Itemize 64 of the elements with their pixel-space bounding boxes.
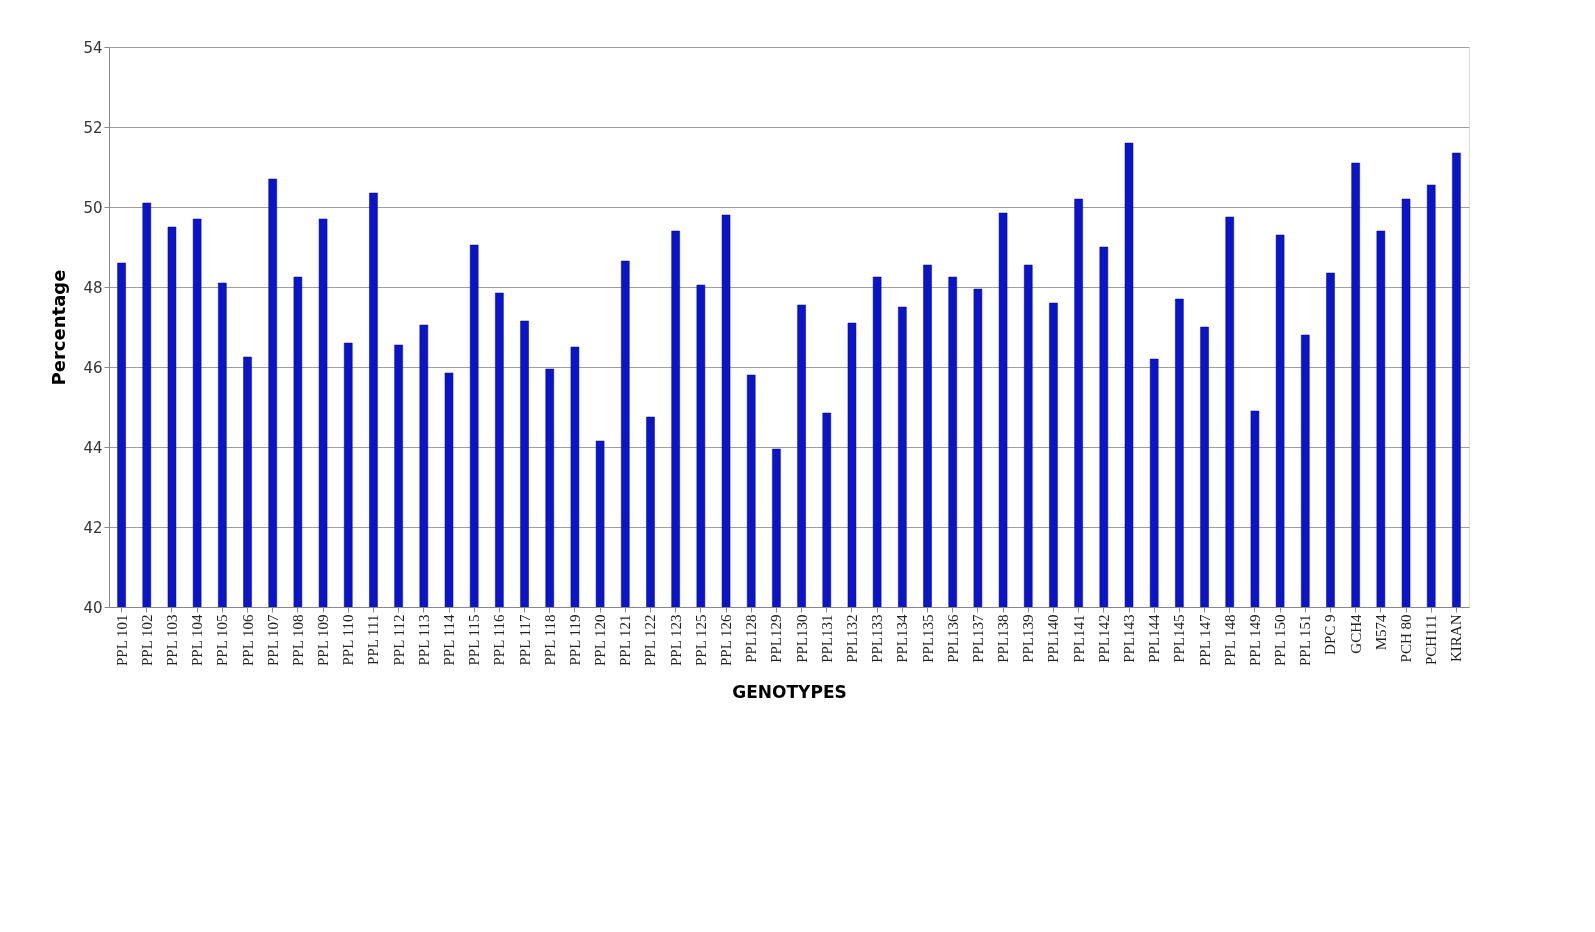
x-tick-label: PPL 148: [1221, 614, 1238, 667]
x-tick-label: PPL 126: [718, 614, 735, 667]
x-tick-label: PPL 125: [692, 614, 709, 667]
x-tick-label: PPL142: [1095, 614, 1112, 663]
x-tick-label: PPL 121: [617, 614, 634, 667]
x-tick-label: M574: [1372, 614, 1389, 651]
x-tick-label: PPL128: [743, 614, 760, 663]
x-tick-label: PPL 101: [113, 614, 130, 667]
x-tick-label: DPC 9: [1322, 614, 1339, 655]
x-tick-label: PPL 106: [239, 614, 256, 667]
x-tick-label: PPL132: [843, 614, 860, 663]
y-tick-label: 54: [83, 38, 103, 57]
x-tick-label: PPL 112: [390, 614, 407, 666]
x-tick-label: PPL 123: [667, 614, 684, 667]
x-tick-label: PPL 111: [365, 614, 382, 665]
x-tick-label: PPL 116: [491, 614, 508, 666]
x-tick-label: PPL 102: [138, 614, 155, 667]
x-tick-label: PCH111: [1423, 614, 1440, 666]
x-tick-label: PPL 119: [566, 614, 583, 666]
x-tick-label: PPL141: [1070, 614, 1087, 663]
x-tick-label: PPL131: [818, 614, 835, 663]
x-tick-label: PPL145: [1171, 614, 1188, 663]
x-tick-label: PPL130: [793, 614, 810, 663]
x-tick-label: PPL 117: [516, 614, 533, 666]
x-tick-label: PPL 147: [1196, 614, 1213, 667]
x-tick-label: PPL137: [969, 614, 986, 663]
x-tick-label: PPL129: [768, 614, 785, 663]
x-tick-label: PPL136: [944, 614, 961, 663]
x-tick-label: PPL 122: [642, 614, 659, 667]
x-tick-label: PPL 103: [163, 614, 180, 667]
x-tick-label: PPL 104: [189, 614, 206, 667]
x-tick-label: KIRAN: [1448, 614, 1465, 662]
y-tick-label: 40: [83, 598, 103, 617]
y-tick-label: 44: [83, 438, 103, 457]
y-tick-label: 42: [83, 518, 103, 537]
y-axis-title: Percentage: [48, 269, 70, 386]
x-tick-label: PPL 115: [466, 614, 483, 666]
x-tick-label: PPL139: [1020, 614, 1037, 663]
x-tick-label: PPL 150: [1272, 614, 1289, 667]
x-tick-label: PPL144: [1146, 614, 1163, 663]
x-tick-label: PPL143: [1121, 614, 1137, 663]
x-tick-label: PPL 114: [441, 614, 457, 666]
y-tick-label: 50: [83, 198, 103, 217]
x-tick-label: PPL135: [919, 614, 936, 663]
x-tick-label: PPL 113: [415, 614, 432, 666]
x-tick-label: PPL 118: [541, 614, 558, 666]
x-tick-label: PPL 149: [1246, 614, 1263, 667]
x-axis-title: GENOTYPES: [732, 681, 847, 702]
x-tick-label: PPL 151: [1297, 614, 1314, 667]
x-tick-label: PPL133: [869, 614, 886, 663]
x-tick-label: PPL 105: [214, 614, 231, 667]
x-tick-label: PPL134: [894, 614, 911, 663]
y-tick-label: 48: [83, 278, 103, 297]
y-tick-label: 46: [83, 358, 103, 377]
x-tick-label: PPL 108: [289, 614, 306, 667]
x-tick-label: PPL 109: [315, 614, 332, 667]
x-tick-label: PPL140: [1045, 614, 1062, 663]
x-tick-label: GCH4: [1347, 614, 1364, 654]
x-tick-label: PCH 80: [1398, 614, 1415, 663]
x-tick-label: PPL138: [995, 614, 1012, 663]
y-tick-label: 52: [83, 118, 103, 137]
x-tick-label: PPL 107: [264, 614, 281, 667]
x-tick-label: PPL 120: [592, 614, 609, 667]
x-tick-label: PPL 110: [340, 614, 357, 666]
